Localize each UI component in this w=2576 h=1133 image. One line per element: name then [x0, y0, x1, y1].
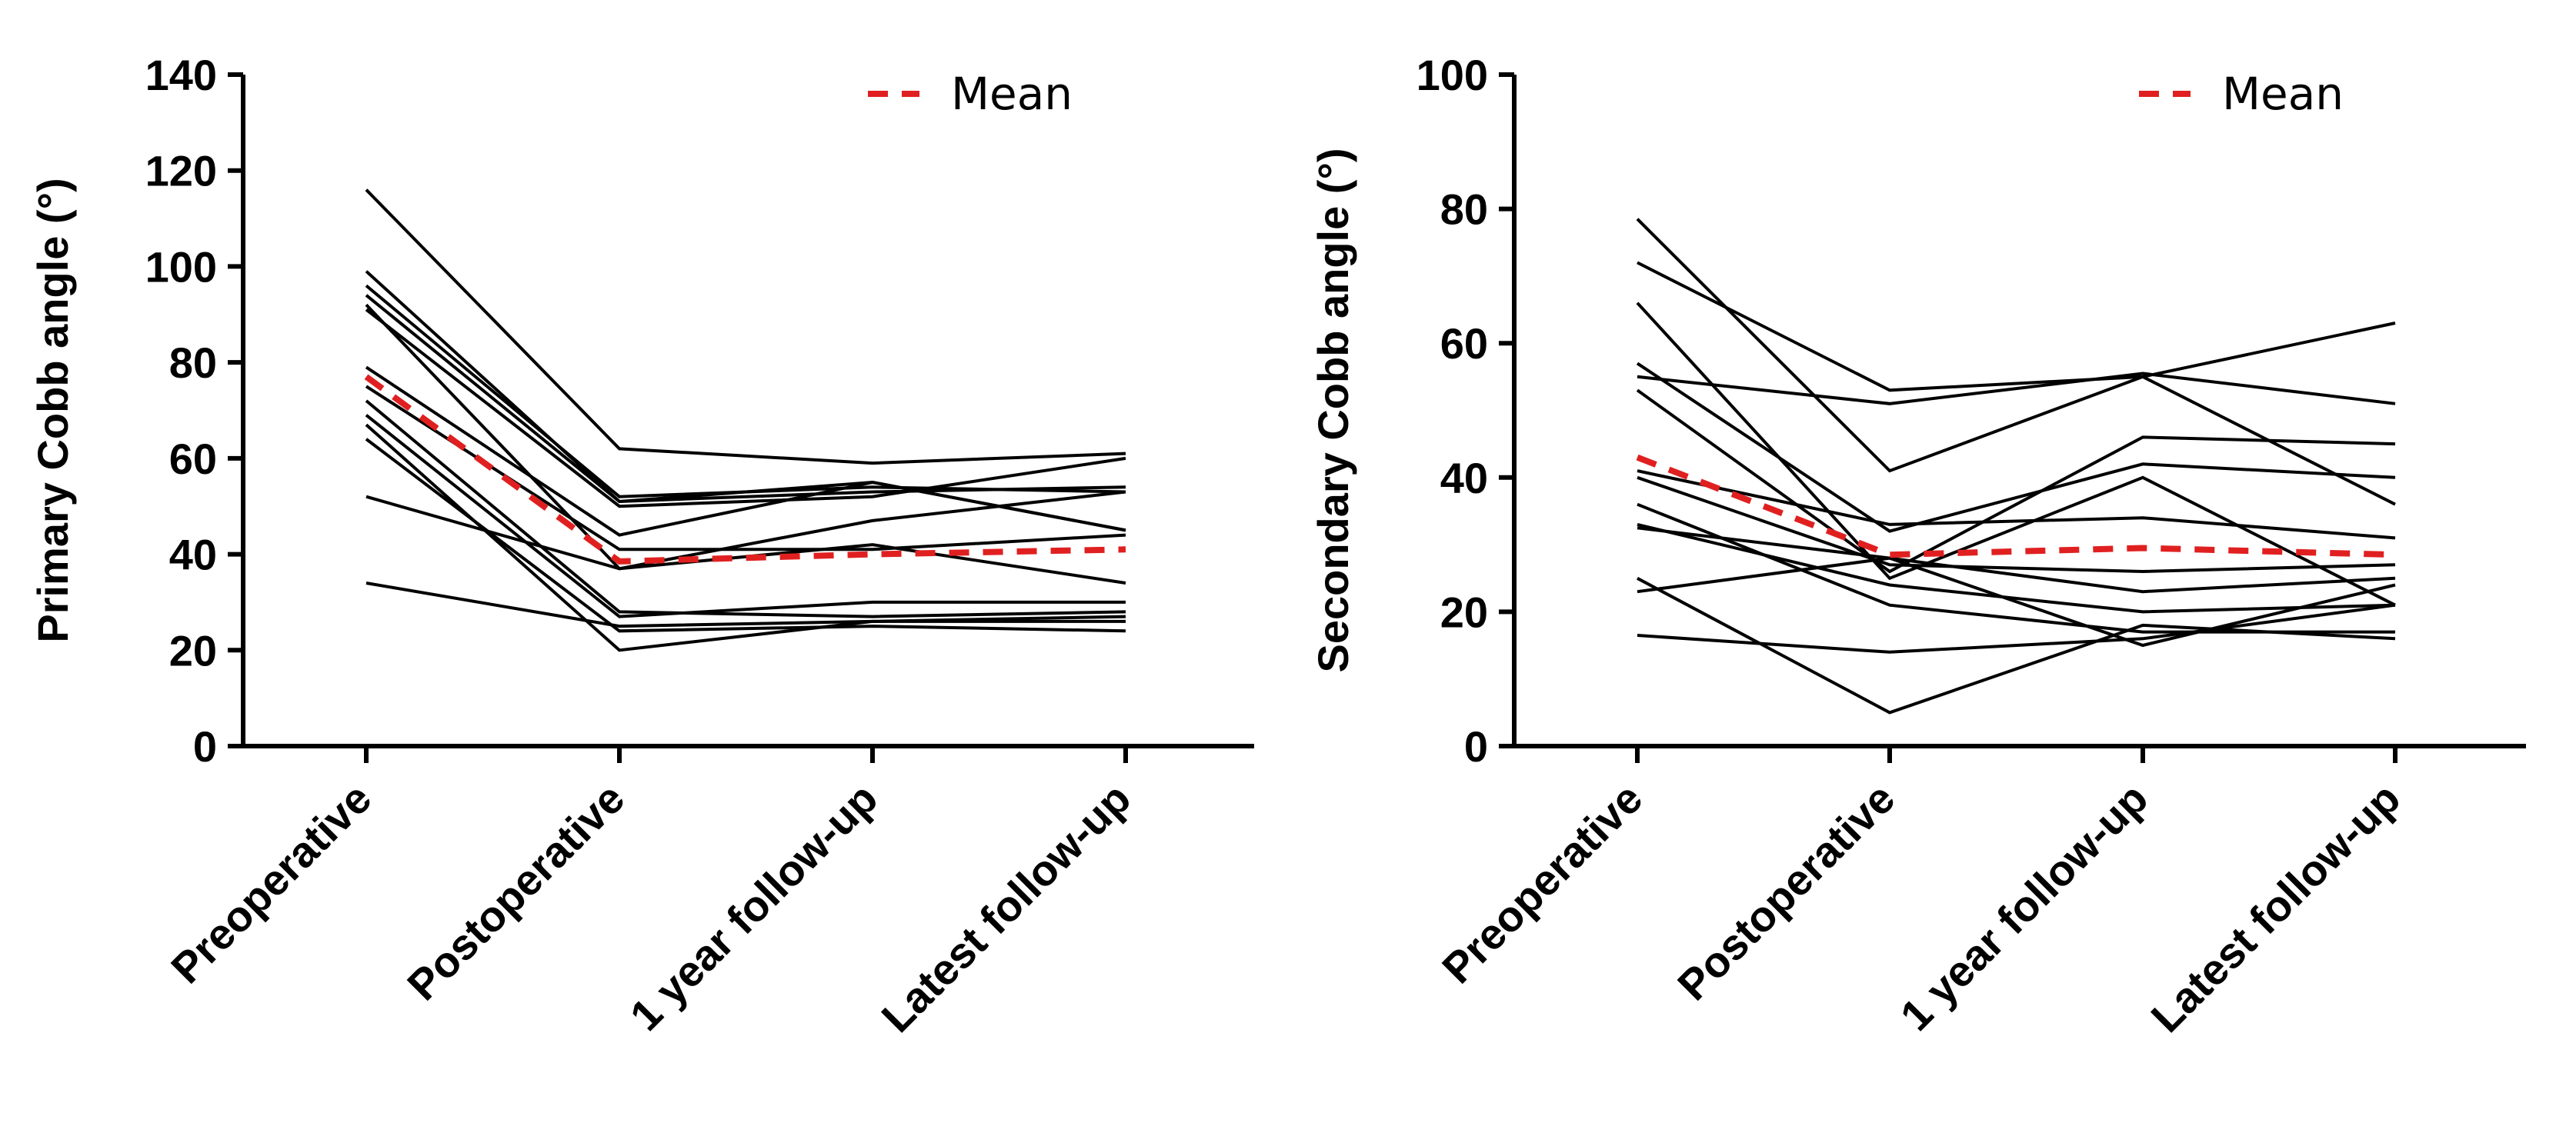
y-axis-title: Secondary Cobb angle (°) [1309, 148, 1357, 672]
patient-line [1637, 374, 2395, 404]
patient-line [366, 367, 1126, 535]
patient-line [1637, 219, 2395, 505]
legend-label: Mean [2222, 68, 2344, 120]
patient-line [1637, 390, 2395, 571]
x-tick-label: Latest follow-up [2141, 774, 2409, 1041]
y-tick-label: 20 [169, 626, 217, 675]
legend-label: Mean [951, 68, 1073, 120]
primary-cobb-chart: 0 20 40 60 80 100 120 140 Preoperative Postoperat… [28, 51, 1254, 1041]
patient-line [366, 415, 1126, 617]
y-tick-label: 40 [1440, 454, 1488, 502]
y-tick-label: 140 [145, 51, 217, 99]
y-tick-label: 60 [1440, 319, 1488, 368]
figure: 020406080100120140Preoperative Postoperat… [0, 0, 2576, 1133]
patient-line [1637, 262, 2395, 390]
y-tick-label: 80 [169, 338, 217, 387]
y-axis-title: Primary Cobb angle (°) [28, 178, 77, 642]
patient-line [366, 285, 1126, 496]
y-tick-label: 0 [1464, 722, 1488, 771]
y-tick-label: 100 [1416, 51, 1488, 99]
x-tick-label: Postoperative [398, 774, 633, 1009]
y-tick-label: 100 [145, 242, 217, 291]
x-tick-label: Postoperative [1668, 774, 1904, 1009]
patient-line [1637, 528, 2395, 591]
y-tick-label: 20 [1440, 588, 1488, 636]
x-tick-label: 1 year follow-up [621, 774, 887, 1040]
patient-line [1637, 478, 2395, 571]
y-tick-label: 60 [169, 435, 217, 483]
x-tick-label: Preoperative [162, 774, 380, 992]
y-tick-label: 120 [145, 147, 217, 195]
y-tick-label: 80 [1440, 185, 1488, 234]
x-tick-label: Latest follow-up [872, 774, 1140, 1041]
x-tick-label: 1 year follow-up [1891, 774, 2157, 1040]
patient-line [366, 310, 1126, 507]
y-tick-label: 40 [169, 531, 217, 579]
x-tick-label: Preoperative [1433, 774, 1651, 992]
mean-line [366, 377, 1126, 562]
y-tick-label: 0 [193, 722, 217, 771]
